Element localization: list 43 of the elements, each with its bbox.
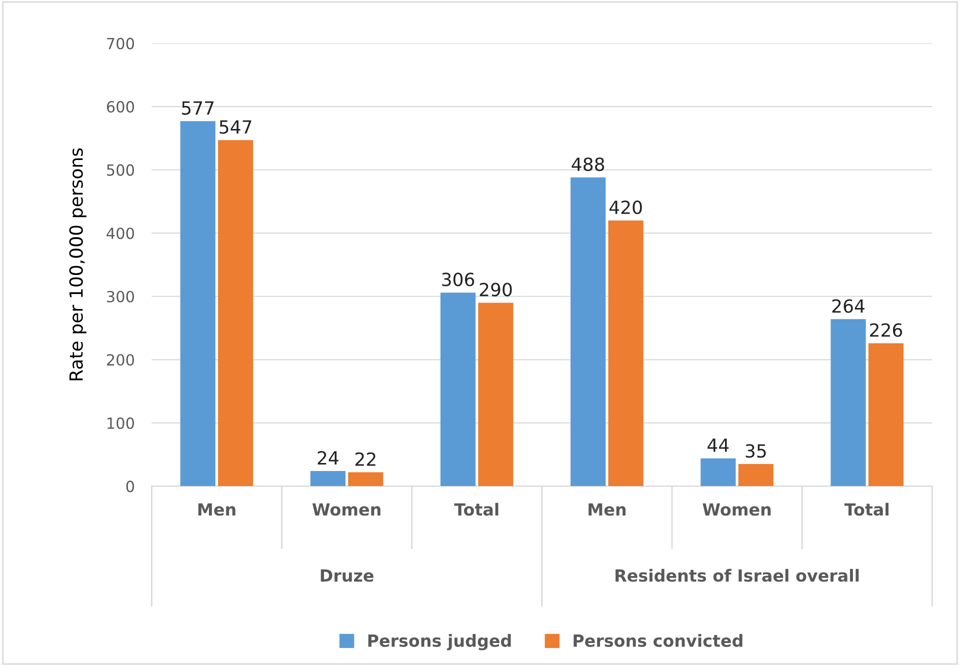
x-tick-label: Men [198,503,236,516]
legend-label: Persons judged [368,634,511,650]
x-tick-label: Women [312,503,380,516]
data-label: 420 [609,200,642,214]
bar [830,319,866,486]
data-label: 306 [442,272,474,286]
x-tick-label: Men [588,503,626,516]
bar [608,220,644,486]
x-tick-label: Total [454,502,498,516]
y-tick-label: 600 [106,101,134,113]
bar [738,464,774,486]
bar [180,121,216,486]
data-label: 547 [220,120,252,134]
bar [700,458,736,486]
text: Druze [320,569,374,582]
text: Residents of Israel overall [616,568,859,582]
data-label: 24 [318,451,338,464]
data-label: 264 [832,299,864,313]
bar [868,343,904,486]
y-tick-label: 200 [106,354,134,366]
data-label: 226 [870,323,902,337]
y-tick-label: 400 [106,228,134,240]
y-axis-title: Rate per 100,000 persons [69,148,86,380]
bar [348,472,384,486]
data-label: 44 [708,438,729,452]
data-label: 577 [182,101,214,115]
bar [478,302,514,486]
x-tick-label: Total [844,502,888,516]
x-tick-label: Women [702,503,771,516]
legend-label: Persons convicted [574,634,742,647]
data-label: 290 [480,282,512,296]
data-label: 22 [355,452,376,466]
y-tick-label: 0 [126,480,134,492]
bar [310,470,346,486]
data-label: 488 [572,157,604,172]
y-tick-label: 700 [107,38,134,50]
bar [570,177,606,486]
bar [440,292,476,486]
y-tick-label: 100 [108,417,134,429]
bar [218,140,254,486]
data-label: 35 [746,444,766,458]
y-tick-label: 500 [107,164,134,176]
y-tick-label: 300 [107,290,134,302]
